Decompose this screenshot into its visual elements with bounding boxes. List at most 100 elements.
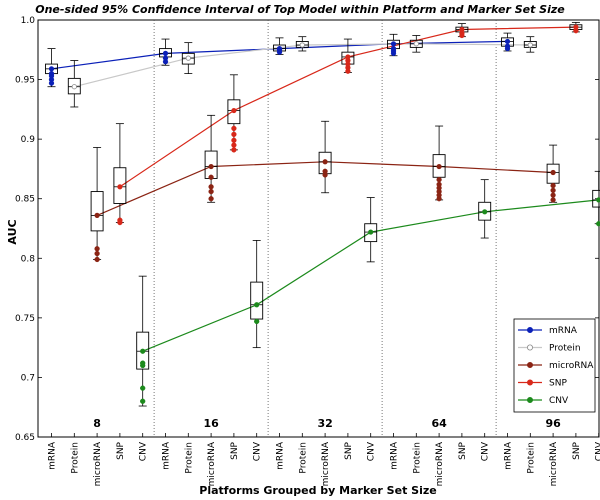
median-point-snp-64 (459, 26, 465, 33)
outlier-snp-16 (231, 142, 237, 148)
legend-marker-microrna (527, 361, 534, 368)
legend-label-protein: Protein (549, 344, 581, 354)
x-tick-label: microRNA (435, 441, 445, 486)
outlier-microrna-32 (322, 168, 328, 174)
outlier-snp-16 (231, 137, 237, 143)
outlier-snp-8 (117, 217, 123, 223)
group-label-16: 16 (203, 417, 219, 430)
legend-label-mrna: mRNA (549, 326, 578, 336)
median-point-protein-32 (299, 42, 305, 48)
x-tick-label: CNV (253, 441, 263, 461)
legend-marker-snp (527, 379, 534, 386)
x-tick-label: microRNA (321, 441, 331, 486)
group-labels: 8 16 32 64 96 (93, 417, 561, 430)
outlier-microrna-64 (436, 177, 442, 183)
x-tick-label: microRNA (93, 441, 103, 486)
x-tick-label: SNP (458, 441, 468, 459)
median-point-cnv-32 (368, 229, 374, 235)
legend-label-cnv: CNV (549, 396, 569, 406)
outlier-cnv-96 (596, 221, 600, 227)
box-cnv-32 (364, 223, 378, 243)
y-tick-label: 1.0 (21, 16, 36, 26)
y-tick-label: 0.85 (15, 195, 35, 205)
median-point-microrna-16 (208, 163, 214, 170)
outlier-microrna-96 (550, 182, 556, 189)
median-point-protein-96 (527, 42, 533, 48)
x-tick-label: CNV (367, 441, 377, 461)
legend-marker-protein (527, 344, 534, 351)
median-point-mrna-32 (276, 45, 283, 52)
median-point-snp-8 (117, 184, 123, 190)
box-cnv-64 (478, 201, 492, 221)
x-tick-label: SNP (230, 441, 240, 459)
legend-label-snp: SNP (549, 379, 567, 389)
x-tick-label: CNV (481, 441, 491, 461)
group-label-8: 8 (93, 417, 101, 430)
x-tick-label: mRNA (162, 441, 172, 470)
outlier-mrna-16 (162, 55, 169, 61)
legend-marker-mrna (527, 326, 534, 333)
box-snp-8 (113, 167, 127, 204)
x-axis-ticks: mRNA Protein microRNA SNP CNV mRNA Protein micr… (48, 433, 600, 486)
outlier-mrna-96 (504, 43, 511, 49)
box-microrna-8 (90, 191, 104, 232)
legend: mRNA Protein microRNA SNP CNV (513, 318, 596, 413)
outlier-microrna-96 (550, 197, 556, 203)
box-cnv-96 (592, 189, 600, 208)
series-line-mrna (51, 40, 508, 70)
y-tick-label: 0.95 (15, 76, 35, 86)
median-point-protein-64 (413, 41, 419, 47)
x-tick-label: Protein (184, 442, 194, 474)
x-tick-label: CNV (139, 441, 149, 461)
median-point-snp-16 (231, 107, 237, 114)
group-label-32: 32 (317, 417, 332, 430)
median-point-cnv-8 (140, 348, 146, 354)
box-cnv-16 (250, 281, 264, 320)
outlier-microrna-8 (94, 250, 100, 257)
median-point-microrna-96 (550, 169, 556, 176)
group-label-64: 64 (431, 417, 447, 430)
group-label-96: 96 (545, 417, 561, 430)
series-points (48, 24, 600, 404)
outlier-microrna-16 (208, 184, 214, 190)
y-tick-label: 0.7 (21, 373, 35, 383)
y-tick-label: 0.9 (21, 135, 36, 145)
outlier-snp-16 (231, 131, 237, 138)
outlier-cnv-8 (140, 398, 146, 404)
outlier-cnv-8 (140, 385, 146, 391)
box-protein-8 (67, 77, 81, 95)
y-tick-label: 0.8 (21, 254, 36, 264)
outlier-microrna-64 (436, 181, 442, 188)
group-separators (153, 20, 497, 437)
median-point-cnv-64 (482, 209, 488, 215)
x-tick-label: Protein (412, 442, 422, 474)
median-point-protein-8 (71, 84, 77, 90)
chart-title: One-sided 95% Confidence Interval of Top… (35, 3, 565, 16)
x-tick-label: mRNA (276, 441, 286, 470)
median-point-mrna-8 (48, 66, 55, 72)
outlier-microrna-8 (94, 246, 100, 252)
x-tick-label: SNP (344, 441, 354, 459)
median-point-mrna-96 (504, 38, 511, 45)
outlier-microrna-16 (208, 188, 214, 195)
x-tick-label: SNP (572, 441, 582, 459)
legend-marker-cnv (527, 396, 534, 403)
y-tick-label: 0.75 (15, 314, 35, 324)
outlier-microrna-8 (94, 256, 100, 263)
median-point-microrna-32 (322, 159, 328, 165)
median-point-mrna-16 (162, 50, 169, 56)
median-point-mrna-64 (390, 41, 397, 47)
x-tick-label: mRNA (390, 441, 400, 470)
outlier-microrna-96 (550, 187, 556, 194)
median-point-microrna-8 (94, 212, 100, 218)
median-point-cnv-96 (596, 197, 600, 203)
x-tick-label: mRNA (504, 441, 514, 470)
x-tick-label: Protein (298, 442, 308, 474)
x-tick-label: microRNA (549, 441, 559, 486)
x-tick-label: Protein (70, 442, 80, 474)
x-tick-label: CNV (595, 441, 600, 461)
box-cnv-8 (136, 331, 150, 370)
median-point-protein-16 (185, 55, 191, 61)
median-point-snp-32 (345, 54, 351, 60)
